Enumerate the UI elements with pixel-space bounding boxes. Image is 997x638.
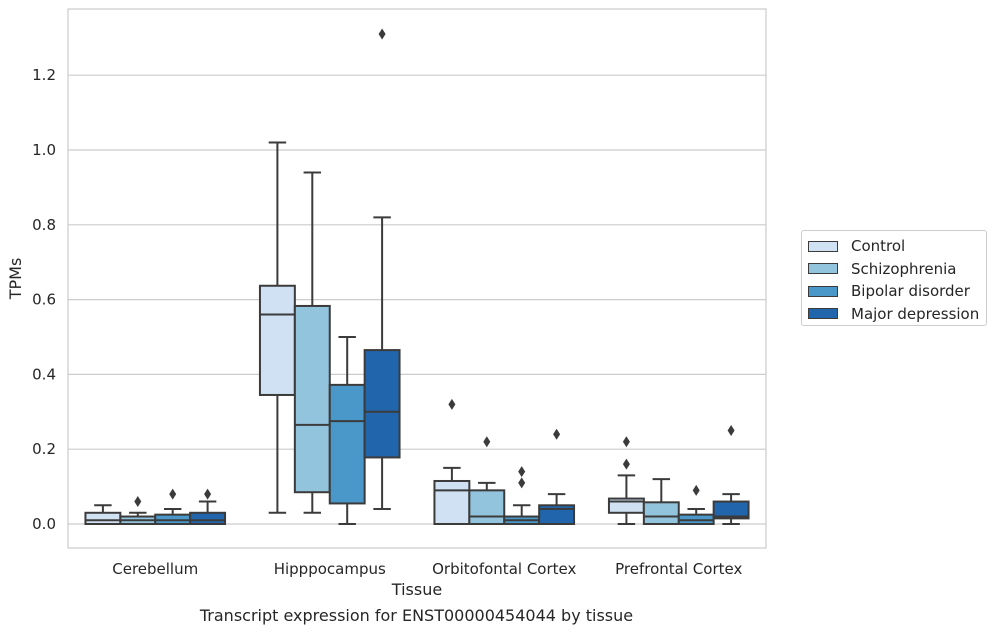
box-3-1 xyxy=(642,478,680,526)
box-3-3 xyxy=(712,425,750,525)
boxes xyxy=(84,28,750,526)
box-0-2 xyxy=(154,488,192,526)
y-tick-label: 0.6 xyxy=(32,291,56,309)
x-tick-label: Cerebellum xyxy=(112,560,198,578)
y-tick-label: 1.2 xyxy=(32,66,56,84)
legend-item: Schizophrenia xyxy=(808,258,986,281)
x-tick-label: Prefrontal Cortex xyxy=(615,560,742,578)
plot-area-frame xyxy=(67,8,767,549)
box-iqr xyxy=(328,383,366,505)
gridlines xyxy=(68,74,766,525)
y-tick-label: 0.8 xyxy=(32,216,56,234)
legend-swatch xyxy=(808,285,838,297)
x-tick-labels: Cerebellum Hipppocampus Orbitofontal Corte… xyxy=(112,560,742,578)
legend-swatch xyxy=(808,240,838,252)
box-0-0 xyxy=(84,504,122,526)
legend-item: Major depression xyxy=(808,303,986,326)
box-iqr xyxy=(258,284,296,396)
figure-caption: Transcript expression for ENST0000045404… xyxy=(199,606,634,625)
legend-swatch xyxy=(808,308,838,320)
box-1-2 xyxy=(328,336,366,525)
box-iqr xyxy=(84,511,122,526)
x-tick-label: Orbitofontal Cortex xyxy=(432,560,576,578)
outlier-point xyxy=(553,428,561,440)
box-iqr xyxy=(189,511,227,526)
y-tick-label: 0.2 xyxy=(32,440,56,458)
outlier-point xyxy=(622,458,630,470)
legend: Control Schizophrenia Bipolar disorder Majo… xyxy=(801,230,987,326)
y-tick-label: 0.0 xyxy=(32,515,56,533)
box-3-0 xyxy=(607,436,645,525)
legend-label: Control xyxy=(851,237,906,256)
box-iqr xyxy=(712,500,750,520)
outlier-point xyxy=(134,496,142,508)
box-1-1 xyxy=(293,171,331,514)
y-tick-label: 1.0 xyxy=(32,141,56,159)
legend-item: Control xyxy=(808,235,986,258)
box-iqr xyxy=(433,479,471,525)
outlier-point xyxy=(692,484,700,496)
outlier-point xyxy=(518,477,526,489)
box-3-2 xyxy=(677,484,715,526)
legend-label: Bipolar disorder xyxy=(851,282,970,301)
box-iqr xyxy=(293,304,331,494)
outlier-point xyxy=(518,466,526,478)
outlier-point xyxy=(204,488,212,500)
outlier-point xyxy=(483,436,491,448)
box-0-3 xyxy=(189,488,227,526)
legend-label: Schizophrenia xyxy=(851,259,957,278)
outlier-point xyxy=(622,436,630,448)
outlier-point xyxy=(727,425,735,436)
outlier-point xyxy=(448,398,456,410)
legend-item: Bipolar disorder xyxy=(808,280,986,303)
y-axis-label: TPMs xyxy=(6,258,25,301)
box-2-3 xyxy=(538,428,576,525)
legend-swatch xyxy=(808,263,838,275)
legend-label: Major depression xyxy=(851,304,980,323)
box-2-1 xyxy=(468,436,506,525)
x-axis-label: Tissue xyxy=(391,580,442,599)
box-2-0 xyxy=(433,398,471,525)
box-1-0 xyxy=(258,141,296,514)
box-iqr xyxy=(468,489,506,525)
box-2-2 xyxy=(503,466,541,526)
box-0-1 xyxy=(119,496,157,526)
outlier-point xyxy=(169,488,177,500)
x-tick-label: Hipppocampus xyxy=(274,560,386,578)
box-1-3 xyxy=(363,28,401,511)
y-tick-labels: 0.0 0.2 0.4 0.6 0.8 1.0 1.2 xyxy=(32,66,56,533)
box-iqr xyxy=(363,349,401,459)
outlier-point xyxy=(378,28,386,40)
y-tick-label: 0.4 xyxy=(32,365,56,383)
box-iqr xyxy=(642,501,680,526)
